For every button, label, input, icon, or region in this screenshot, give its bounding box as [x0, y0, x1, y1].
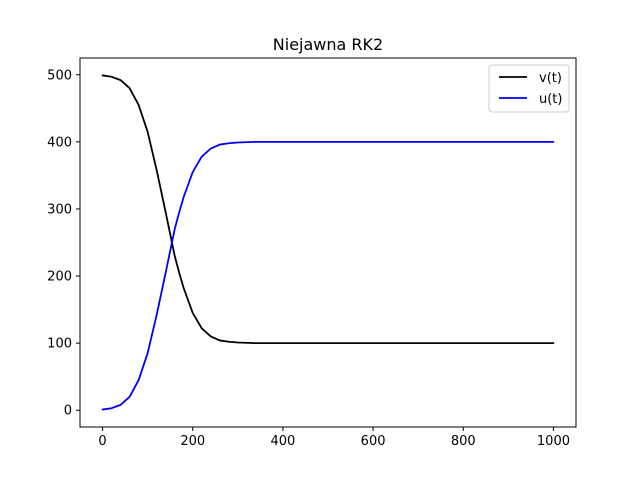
x-axis: 0 200 400 600 800 1000 [98, 427, 570, 449]
x-tick-label: 800 [451, 434, 476, 449]
series-line-0 [101, 74, 555, 345]
x-tick-label: 600 [361, 434, 386, 449]
legend-label-u: u(t) [539, 92, 562, 107]
y-tick-label: 500 [47, 68, 72, 83]
x-tick-label: 200 [180, 434, 205, 449]
y-tick-label: 0 [64, 404, 72, 419]
y-tick-label: 400 [47, 135, 72, 150]
x-tick-label: 1000 [537, 434, 570, 449]
plot-frame [79, 57, 577, 428]
y-tick-label: 300 [47, 202, 72, 217]
x-tick-label: 400 [270, 434, 295, 449]
series-layer [101, 74, 555, 411]
y-tick-label: 100 [47, 337, 72, 352]
y-tick-label: 200 [47, 270, 72, 285]
y-axis: 0 100 200 300 400 500 [47, 68, 80, 419]
legend-label-v: v(t) [539, 71, 562, 86]
legend: v(t) u(t) [488, 64, 570, 113]
x-tick-label: 0 [98, 434, 106, 449]
chart-title: Niejawna RK2 [273, 35, 383, 54]
series-line-1 [101, 140, 555, 411]
